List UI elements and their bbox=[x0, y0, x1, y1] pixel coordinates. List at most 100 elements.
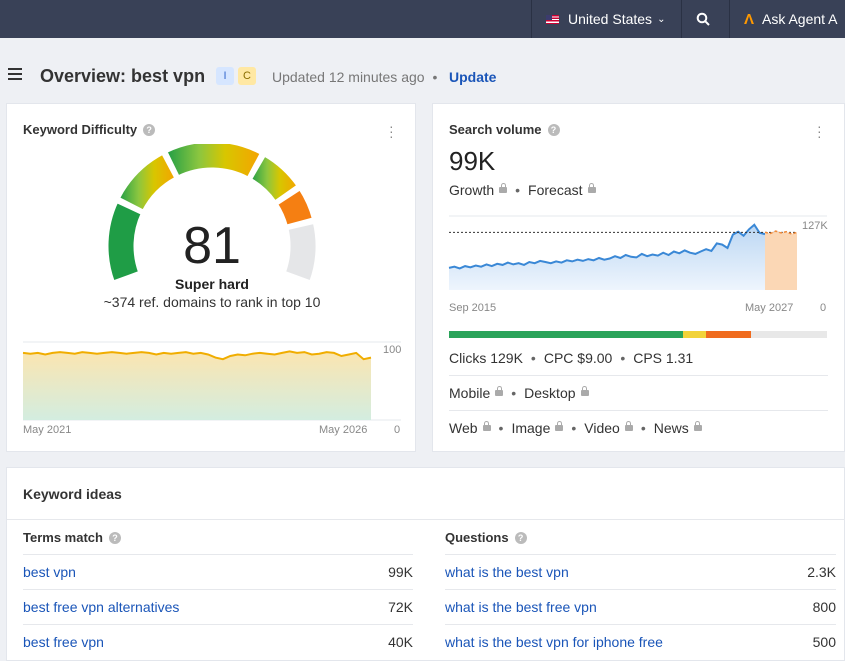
kd-area bbox=[23, 351, 371, 420]
terms-match-label: Terms match bbox=[23, 530, 103, 545]
click-share-segment bbox=[449, 331, 684, 338]
difficulty-gauge bbox=[105, 144, 319, 284]
volume-value: 2.3K bbox=[807, 564, 836, 580]
kd-x-end: May 2026 bbox=[319, 424, 368, 436]
volume-value: 72K bbox=[388, 599, 413, 615]
sv-area bbox=[449, 224, 765, 290]
keyword-link[interactable]: best vpn bbox=[23, 564, 76, 580]
sv-value: 99K bbox=[449, 146, 496, 176]
sv-growth-row: Growth • Forecast bbox=[449, 182, 596, 198]
divider bbox=[7, 519, 845, 520]
kd-title-text: Keyword Difficulty bbox=[23, 122, 138, 137]
help-icon[interactable]: ? bbox=[547, 124, 560, 136]
gauge-segment bbox=[163, 144, 264, 181]
cpc-stat: CPC $9.00 bbox=[543, 350, 613, 366]
keyword-link[interactable]: what is the best vpn bbox=[445, 564, 569, 580]
volume-value: 800 bbox=[812, 599, 836, 615]
forecast-label[interactable]: Forecast bbox=[528, 182, 583, 198]
source-news[interactable]: News bbox=[653, 420, 689, 436]
lock-icon bbox=[495, 386, 504, 396]
kd-line bbox=[22, 350, 372, 361]
gauge-segment bbox=[274, 186, 316, 228]
gauge-segment bbox=[105, 199, 145, 284]
lock-icon bbox=[482, 421, 491, 431]
divider bbox=[449, 410, 828, 411]
menu-icon[interactable] bbox=[8, 68, 22, 80]
mobile-label[interactable]: Mobile bbox=[449, 385, 491, 401]
questions-header: Questions? bbox=[445, 530, 527, 545]
lock-icon bbox=[555, 421, 564, 431]
sv-title: Search volume? bbox=[449, 122, 560, 137]
keyword-link[interactable]: best free vpn alternatives bbox=[23, 599, 180, 615]
keyword-link[interactable]: what is the best free vpn bbox=[445, 599, 597, 615]
growth-label[interactable]: Growth bbox=[449, 182, 495, 198]
source-web[interactable]: Web bbox=[449, 420, 478, 436]
updated-text: Updated 12 minutes ago bbox=[272, 69, 425, 85]
list-item: best free vpn 40K bbox=[23, 624, 413, 659]
volume-value: 40K bbox=[388, 634, 413, 650]
source-video[interactable]: Video bbox=[584, 420, 620, 436]
help-icon[interactable]: ? bbox=[108, 532, 121, 544]
updated-status: Updated 12 minutes ago • bbox=[272, 69, 438, 85]
volume-value: 500 bbox=[812, 634, 836, 650]
kd-x-start: May 2021 bbox=[23, 424, 72, 436]
list-item: best vpn 99K bbox=[23, 554, 413, 589]
cps-stat: CPS 1.31 bbox=[633, 350, 694, 366]
keyword-link[interactable]: best free vpn bbox=[23, 634, 104, 650]
help-icon[interactable]: ? bbox=[143, 124, 156, 136]
list-item: what is the best free vpn 800 bbox=[445, 589, 836, 624]
click-stats-row: Clicks 129K • CPC $9.00 • CPS 1.31 bbox=[449, 350, 694, 366]
ideas-title: Keyword ideas bbox=[23, 486, 122, 502]
kd-history-chart bbox=[22, 341, 401, 421]
source-image[interactable]: Image bbox=[511, 420, 551, 436]
desktop-label[interactable]: Desktop bbox=[524, 385, 576, 401]
search-volume-card: Search volume? · · · 99K Growth • Forecast… bbox=[432, 103, 845, 452]
ask-agent-button[interactable]: Λ Ask Agent A bbox=[729, 0, 845, 38]
click-share-segment bbox=[706, 331, 752, 338]
top-bar: United States ⌄ Λ Ask Agent A bbox=[0, 0, 845, 38]
gauge-segment bbox=[248, 153, 301, 204]
lock-icon bbox=[624, 421, 633, 431]
agent-logo-icon: Λ bbox=[744, 10, 755, 28]
sv-x-start: Sep 2015 bbox=[449, 302, 497, 314]
lock-icon bbox=[580, 386, 589, 396]
click-share-bar bbox=[449, 331, 827, 338]
kd-y-top: 100 bbox=[383, 344, 402, 356]
questions-label: Questions bbox=[445, 530, 509, 545]
more-options-icon[interactable]: · · · bbox=[389, 118, 394, 144]
forecast-area bbox=[765, 231, 797, 290]
volume-value: 99K bbox=[388, 564, 413, 580]
intent-badge-commercial: C bbox=[238, 67, 256, 85]
help-icon[interactable]: ? bbox=[514, 532, 527, 544]
lock-icon bbox=[499, 183, 508, 193]
divider bbox=[449, 375, 828, 376]
click-share-segment bbox=[751, 331, 827, 338]
sv-line bbox=[448, 223, 766, 270]
sv-title-text: Search volume bbox=[449, 122, 542, 137]
update-link[interactable]: Update bbox=[449, 69, 497, 85]
sv-y-bottom: 0 bbox=[820, 302, 827, 314]
country-selector[interactable]: United States ⌄ bbox=[531, 0, 681, 38]
keyword-link[interactable]: what is the best vpn for iphone free bbox=[445, 634, 663, 650]
kd-subtext: ~374 ref. domains to rank in top 10 bbox=[103, 294, 321, 310]
sv-y-top: 127K bbox=[802, 220, 828, 232]
keyword-ideas-card: Keyword ideas Terms match? Questions? be… bbox=[6, 467, 845, 661]
gauge-segment bbox=[282, 220, 319, 284]
search-icon bbox=[696, 12, 710, 26]
search-button[interactable] bbox=[681, 0, 723, 38]
intent-badge-informational: I bbox=[216, 67, 234, 85]
kd-label: Super hard bbox=[175, 276, 249, 292]
source-row: Web • Image • Video • News bbox=[449, 420, 702, 436]
click-share-segment bbox=[683, 331, 707, 338]
kd-title: Keyword Difficulty? bbox=[23, 122, 156, 137]
forecast-line bbox=[764, 230, 798, 235]
more-options-icon[interactable]: · · · bbox=[817, 118, 822, 144]
list-item: what is the best vpn 2.3K bbox=[445, 554, 836, 589]
terms-match-header: Terms match? bbox=[23, 530, 121, 545]
page-title: Overview: best vpn bbox=[40, 66, 206, 86]
sv-x-end: May 2027 bbox=[745, 302, 794, 314]
clicks-stat: Clicks 129K bbox=[449, 350, 523, 366]
country-label: United States bbox=[568, 11, 653, 27]
list-item: what is the best vpn for iphone free 500 bbox=[445, 624, 836, 659]
kd-y-bottom: 0 bbox=[394, 424, 401, 436]
